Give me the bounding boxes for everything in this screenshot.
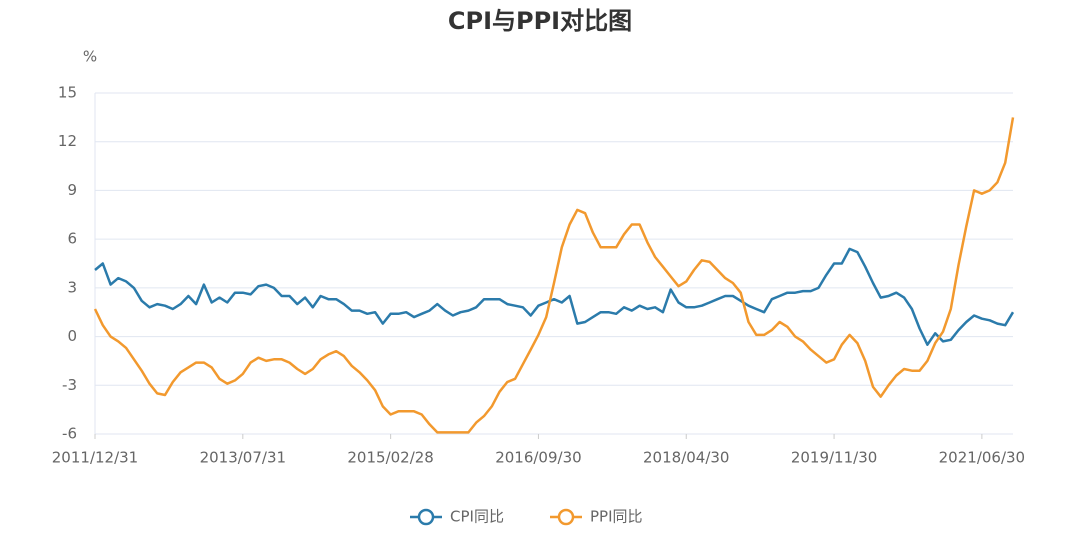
y-axis-label: %: [83, 48, 97, 66]
x-tick-label: 2018/04/30: [643, 449, 729, 467]
y-tick-label: -6: [62, 425, 77, 443]
x-tick-label: 2021/06/30: [939, 449, 1025, 467]
legend-marker: [557, 508, 575, 526]
x-tick-label: 2011/12/31: [52, 449, 138, 467]
chart-title: CPI与PPI对比图: [448, 7, 632, 35]
legend-label: CPI同比: [450, 508, 504, 526]
y-tick-label: 12: [58, 132, 77, 150]
x-tick-label: 2019/11/30: [791, 449, 877, 467]
y-tick-label: -3: [62, 376, 77, 394]
y-tick-label: 6: [67, 230, 77, 248]
x-tick-label: 2013/07/31: [200, 449, 286, 467]
x-tick-label: 2016/09/30: [495, 449, 581, 467]
series-line: [93, 117, 1015, 434]
series-line: [94, 247, 1015, 346]
y-tick-label: 0: [67, 327, 77, 345]
x-tick-label: 2015/02/28: [347, 449, 433, 467]
y-tick-label: 15: [58, 84, 77, 102]
y-tick-label: 9: [67, 181, 77, 199]
legend-label: PPI同比: [590, 508, 643, 526]
y-tick-label: 3: [67, 278, 77, 296]
legend-marker: [417, 508, 435, 526]
